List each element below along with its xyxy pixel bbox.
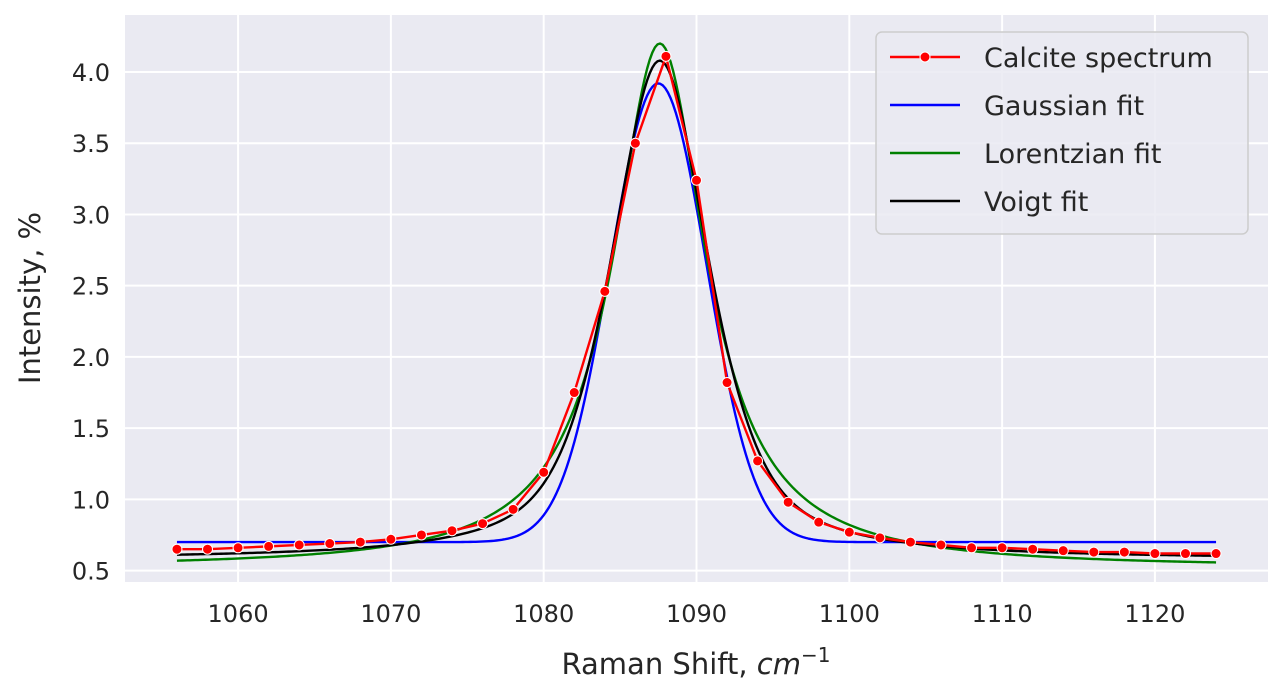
y-tick-label: 1.0 [72,486,110,514]
data-point [446,525,458,537]
x-tick-label: 1090 [666,600,727,628]
x-axis-label-text: Raman Shift, [562,647,757,681]
y-tick-label: 2.0 [72,344,110,372]
data-point [1027,543,1039,555]
grid-lines [125,15,1268,582]
y-axis-label: Intensity, % [13,212,47,384]
data-point [232,542,244,554]
legend-label: Voigt fit [984,187,1088,218]
data-point [966,542,978,554]
legend-marker [919,51,931,63]
data-point [354,536,366,548]
data-point [752,455,764,467]
data-point [1179,548,1191,560]
legend-box [875,31,1249,235]
x-tick-label: 1080 [513,600,574,628]
data-point [1057,545,1069,557]
y-tick-label: 4.0 [72,59,110,87]
data-point [996,542,1008,554]
data-point [843,526,855,538]
x-tick-labels: 1060 1070 1080 1090 1100 1110 1120 [208,600,1186,628]
data-point [721,377,733,389]
data-point [660,50,672,62]
data-point [202,543,214,555]
data-point [568,387,580,399]
data-point [904,536,916,548]
data-point [935,539,947,551]
data-point [813,516,825,528]
data-point [171,543,183,555]
data-point [1210,548,1222,560]
x-tick-label: 1060 [208,600,269,628]
x-axis-label: Raman Shift, cm−1 [562,643,831,681]
legend: Calcite spectrum Gaussian fit Lorentzian f… [875,31,1249,235]
x-tick-label: 1120 [1124,600,1185,628]
x-tick-label: 1110 [972,600,1033,628]
data-point [629,137,641,149]
data-point [477,518,489,530]
y-tick-labels: 0.5 1.0 1.5 2.0 2.5 3.0 3.5 4.0 [72,59,110,586]
data-point [599,285,611,297]
y-tick-label: 0.5 [72,558,110,586]
x-tick-label: 1100 [819,600,880,628]
data-point [1149,548,1161,560]
x-axis-label-exponent: −1 [801,643,830,667]
y-tick-label: 1.5 [72,415,110,443]
data-point [324,538,336,550]
data-point [1118,546,1130,558]
legend-label: Lorentzian fit [984,139,1161,170]
data-point [263,540,275,552]
data-point [1088,546,1100,558]
data-point [538,466,550,478]
series-line-voigt-fit [176,59,1217,557]
x-axis-label-unit: cm [757,647,801,681]
series-line-lorentzian-fit [176,42,1217,564]
data-point [874,532,886,544]
y-tick-label: 3.5 [72,130,110,158]
y-tick-label: 2.5 [72,273,110,301]
data-point [507,503,519,515]
data-point [782,496,794,508]
y-tick-label: 3.0 [72,201,110,229]
data-point [385,533,397,545]
x-tick-label: 1070 [360,600,421,628]
data-point [293,539,305,551]
series-layer [171,42,1222,564]
legend-label: Gaussian fit [984,91,1144,122]
legend-label: Calcite spectrum [984,43,1213,74]
data-point [691,174,702,186]
data-point [415,529,427,541]
